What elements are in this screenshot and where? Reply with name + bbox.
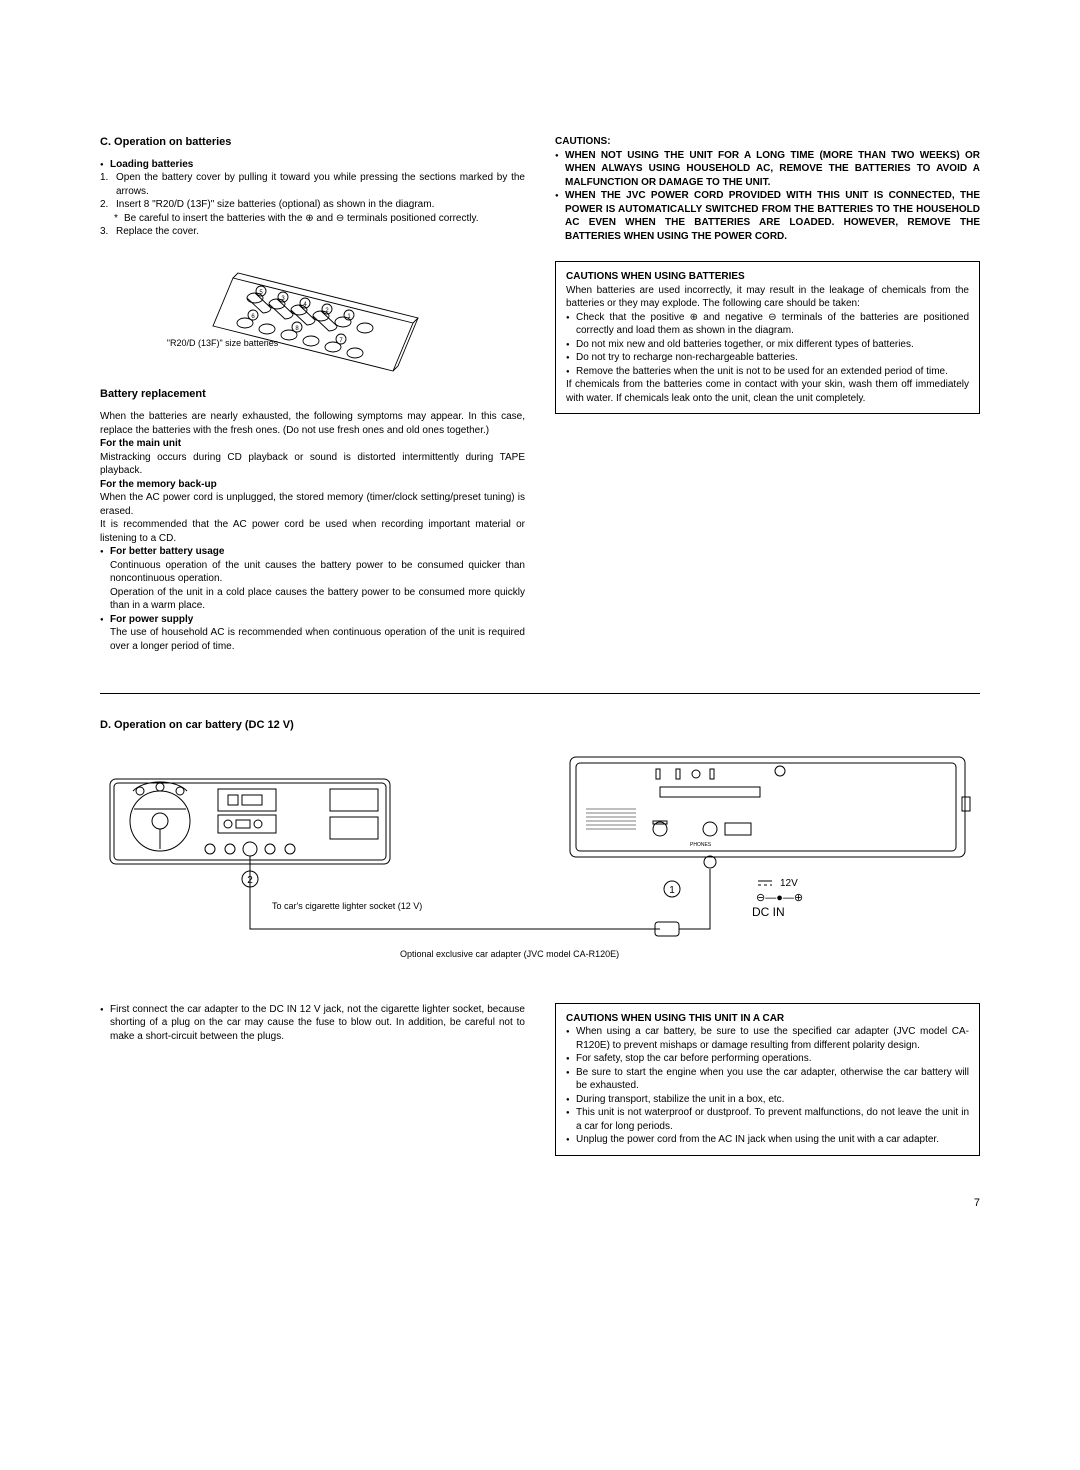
car-caution-b4: During transport, stabilize the unit in … [566,1093,969,1107]
car-battery-diagram: 2 [100,749,980,989]
memory-backup-text-1: When the AC power cord is unplugged, the… [100,491,525,518]
car-caution-b2: For safety, stop the car before performi… [566,1052,969,1066]
svg-text:4: 4 [303,302,307,308]
memory-backup-text-2: It is recommended that the AC power cord… [100,518,525,545]
car-caution-b3: Be sure to start the engine when you use… [566,1066,969,1093]
caution-1: WHEN NOT USING THE UNIT FOR A LONG TIME … [555,149,980,190]
better-usage-text-2: Operation of the unit in a cold place ca… [100,586,525,613]
svg-text:3: 3 [281,296,285,302]
svg-text:⊖―●―⊕: ⊖―●―⊕ [756,892,803,904]
power-supply-heading: For power supply [100,613,525,627]
better-usage-text-1: Continuous operation of the unit causes … [100,559,525,586]
replacement-intro: When the batteries are nearly exhausted,… [100,410,525,437]
car-caution-b6: Unplug the power cord from the AC IN jac… [566,1133,969,1147]
batt-caution-b2: Do not mix new and old batteries togethe… [566,338,969,352]
power-supply-text: The use of household AC is recommended w… [100,626,525,653]
car-caution-b5: This unit is not waterproof or dustproof… [566,1106,969,1133]
section-d-title: D. Operation on car battery (DC 12 V) [100,718,980,733]
batteries-caution-title: CAUTIONS WHEN USING BATTERIES [566,270,969,284]
svg-text:12V: 12V [780,878,798,889]
batt-caution-b3: Do not try to recharge non-rechargeable … [566,351,969,365]
loading-batteries-heading: Loading batteries [100,158,525,172]
step-2-note: Be careful to insert the batteries with … [100,212,525,226]
divider [100,693,980,694]
main-unit-heading: For the main unit [100,437,525,451]
step-3: 3.Replace the cover. [100,225,525,239]
svg-text:1: 1 [669,885,675,896]
section-c-title: C. Operation on batteries [100,135,525,150]
car-caution-title: CAUTIONS WHEN USING THIS UNIT IN A CAR [566,1012,969,1026]
car-caution-box: CAUTIONS WHEN USING THIS UNIT IN A CAR W… [555,1003,980,1156]
battery-size-label: "R20/D (13F)" size batteries [10,337,435,349]
svg-text:PHONES: PHONES [690,842,712,848]
cautions-heading: CAUTIONS: [555,135,980,149]
svg-text:2: 2 [325,308,329,314]
svg-text:Optional exclusive car adapter: Optional exclusive car adapter (JVC mode… [400,949,619,959]
page-number: 7 [100,1196,980,1211]
batteries-caution-outro: If chemicals from the batteries come in … [566,378,969,405]
caution-2: WHEN THE JVC POWER CORD PROVIDED WITH TH… [555,189,980,243]
svg-text:1: 1 [347,314,351,320]
battery-diagram: 5 3 4 2 1 6 8 7 "R20/D (13F)" size batte… [100,253,525,410]
svg-text:To car's cigarette lighter soc: To car's cigarette lighter socket (12 V) [272,901,422,911]
svg-text:8: 8 [295,326,299,332]
car-adapter-note: First connect the car adapter to the DC … [100,1003,525,1044]
svg-text:5: 5 [259,290,263,296]
step-2: 2.Insert 8 "R20/D (13F)" size batteries … [100,198,525,212]
better-usage-heading: For better battery usage [100,545,525,559]
batteries-caution-box: CAUTIONS WHEN USING BATTERIES When batte… [555,261,980,414]
batt-caution-b4: Remove the batteries when the unit is no… [566,365,969,379]
svg-text:DC IN: DC IN [752,905,785,919]
car-caution-b1: When using a car battery, be sure to use… [566,1025,969,1052]
main-unit-text: Mistracking occurs during CD playback or… [100,451,525,478]
batteries-caution-intro: When batteries are used incorrectly, it … [566,284,969,311]
step-1: 1.Open the battery cover by pulling it t… [100,171,525,198]
memory-backup-heading: For the memory back-up [100,478,525,492]
batt-caution-b1: Check that the positive ⊕ and negative ⊖… [566,311,969,338]
svg-text:6: 6 [251,314,255,320]
